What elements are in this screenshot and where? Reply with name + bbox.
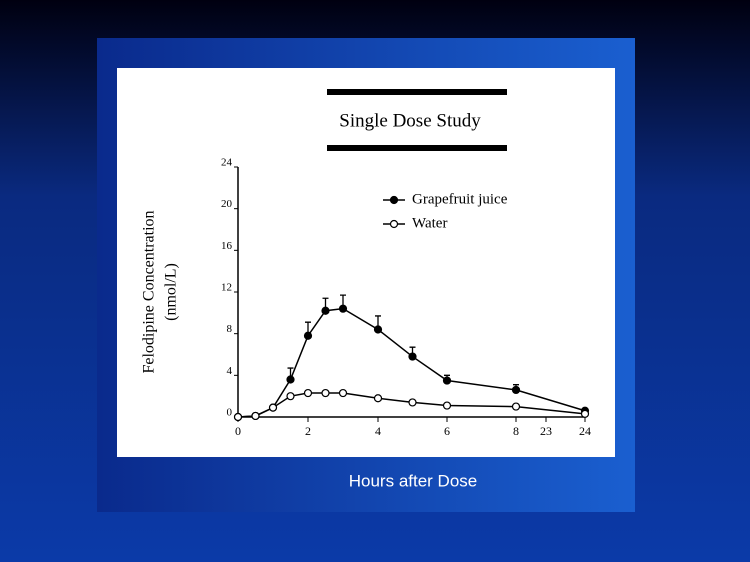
data-point xyxy=(511,402,521,411)
x-axis-label: Hours after Dose xyxy=(349,471,478,490)
data-point xyxy=(251,411,260,421)
chart-title: Single Dose Study xyxy=(339,110,481,131)
data-point xyxy=(303,388,313,398)
x-tick-label: 6 xyxy=(444,424,450,438)
data-point xyxy=(303,331,313,340)
y-tick-label: 4 xyxy=(227,365,233,377)
legend-label: Water xyxy=(412,215,447,231)
y-tick-label: 24 xyxy=(221,157,233,169)
data-point xyxy=(286,392,295,401)
x-tick-label: 23 xyxy=(540,424,552,438)
data-point xyxy=(580,409,590,418)
legend-label: Grapefruit juice xyxy=(412,191,508,207)
x-tick-label: 2 xyxy=(305,424,311,438)
y-tick-label: 0 xyxy=(227,407,233,419)
x-tick-label: 24 xyxy=(579,424,591,438)
data-point xyxy=(373,325,383,334)
data-point xyxy=(233,412,243,422)
data-point xyxy=(408,352,417,361)
data-point xyxy=(286,375,295,384)
y-axis-label: Felodipine Concentration xyxy=(141,210,158,373)
data-point xyxy=(268,403,278,412)
data-point xyxy=(442,376,452,385)
y-tick-label: 16 xyxy=(221,240,233,252)
y-tick-label: 12 xyxy=(221,282,232,294)
x-tick-label: 0 xyxy=(235,424,241,438)
y-tick-label: 20 xyxy=(221,198,233,210)
legend-marker xyxy=(389,219,399,229)
data-point xyxy=(373,394,383,403)
data-point xyxy=(338,388,348,398)
title-bar xyxy=(327,89,507,95)
data-point xyxy=(442,401,452,410)
data-point xyxy=(511,385,521,395)
legend-marker xyxy=(389,195,399,205)
x-tick-label: 8 xyxy=(513,424,519,438)
data-point xyxy=(321,388,330,398)
y-axis-label: (nmol/L) xyxy=(163,263,180,321)
x-tick-label: 4 xyxy=(375,424,381,438)
y-tick-label: 8 xyxy=(227,323,233,335)
data-point xyxy=(408,398,417,407)
plot-card xyxy=(117,68,615,457)
title-bar xyxy=(327,145,507,151)
data-point xyxy=(321,306,330,315)
data-point xyxy=(338,304,348,313)
